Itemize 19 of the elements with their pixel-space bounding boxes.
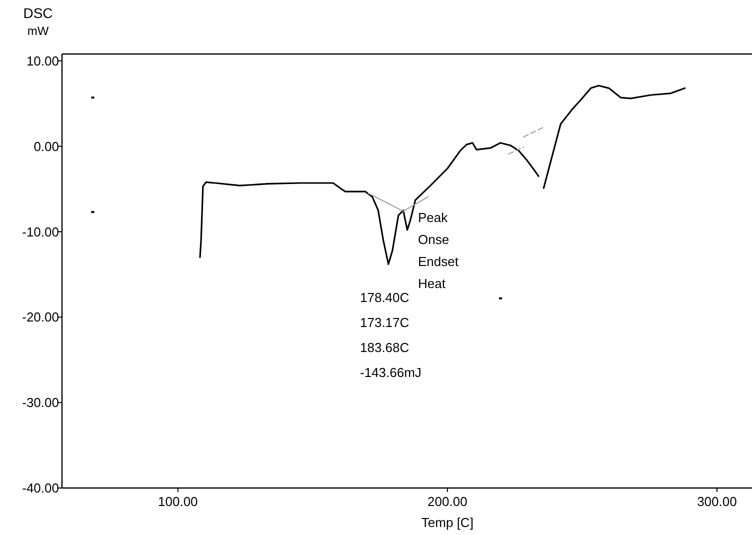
annotation: Heat xyxy=(418,276,446,291)
y-tick-label: 0.00 xyxy=(34,138,59,154)
x-tick-label: 100.00 xyxy=(158,494,198,509)
annotation: Peak xyxy=(418,210,448,225)
x-axis-title: Temp [C] xyxy=(421,515,474,530)
annotation: -143.66mJ xyxy=(360,365,422,380)
annotation: 183.68C xyxy=(360,340,410,355)
annotation: Onse xyxy=(418,232,450,247)
x-tick-label: 200.00 xyxy=(428,494,468,509)
y-tick-label: -20.00 xyxy=(22,310,59,325)
annotation: 173.17C xyxy=(360,315,410,330)
y-tick-label: -30.00 xyxy=(22,395,59,410)
y-tick-label: 10.00 xyxy=(26,53,59,68)
y-tick-label: -10.00 xyxy=(22,224,59,240)
annotation: Endset xyxy=(418,254,459,269)
annotation: 178.40C xyxy=(360,290,410,305)
y-tick-label: -40.00 xyxy=(22,480,59,496)
x-tick-label: 300.00 xyxy=(697,494,737,509)
y-axis-title: DSC mW xyxy=(23,5,53,38)
